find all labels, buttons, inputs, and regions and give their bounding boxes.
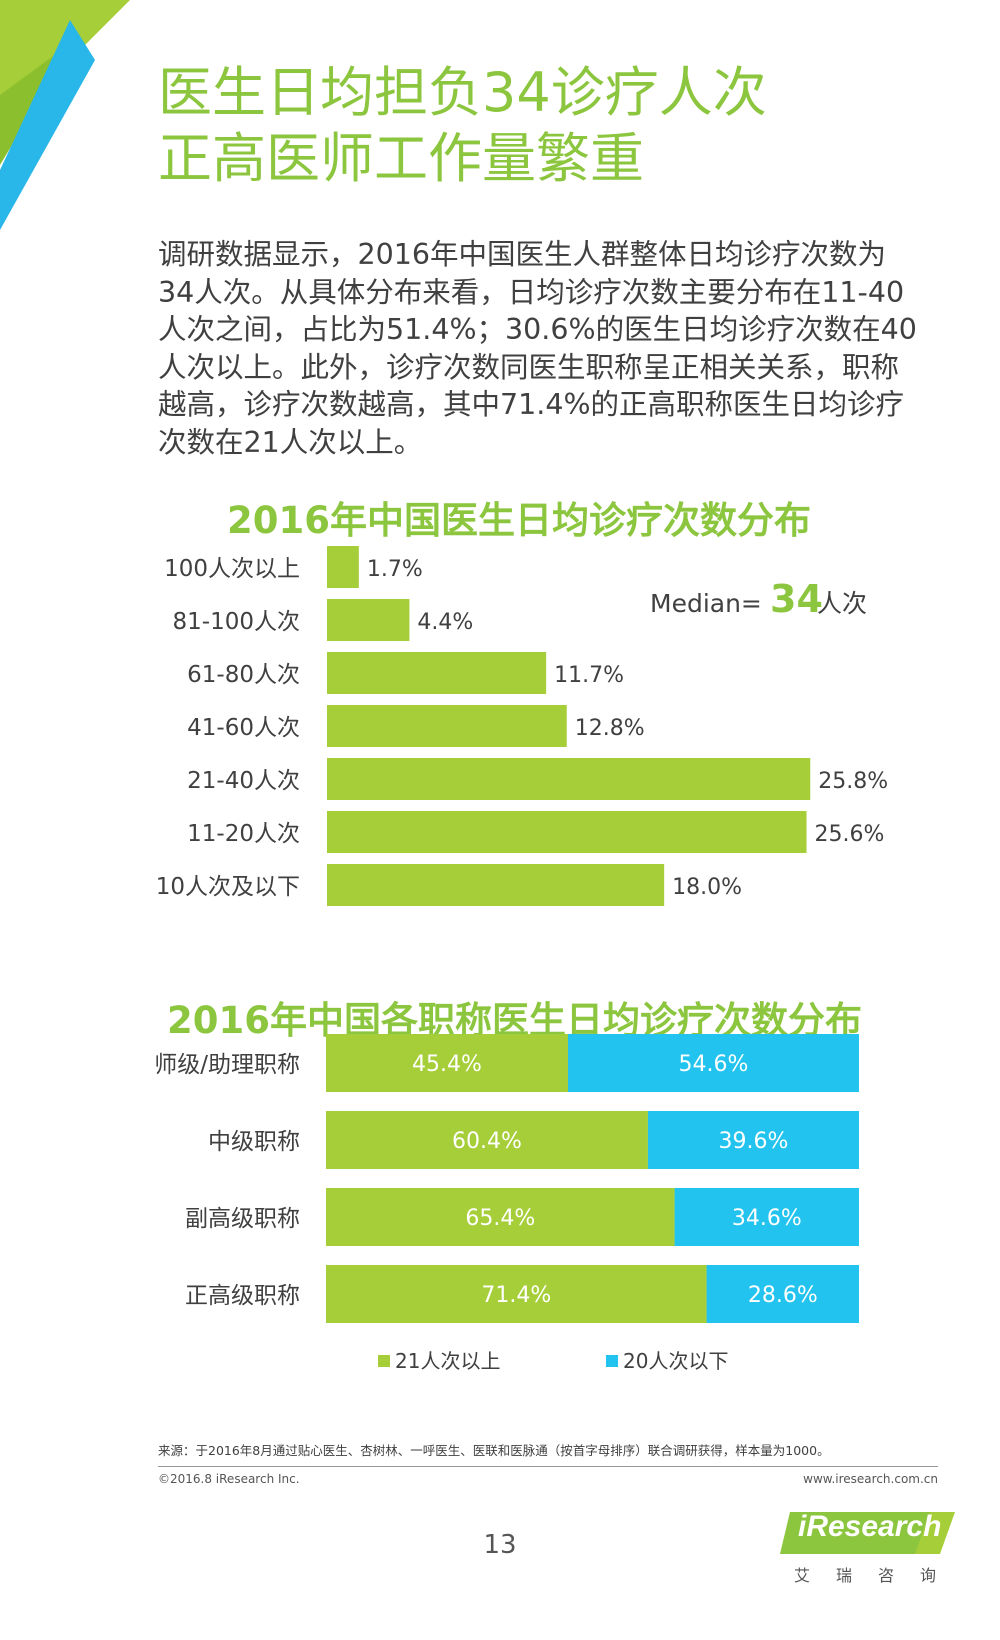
segment-value-label: 65.4%: [465, 1206, 535, 1231]
category-label: 10人次及以下: [156, 874, 300, 900]
chart1-title: 2016年中国医生日均诊疗次数分布: [227, 499, 811, 542]
category-label: 副高级职称: [185, 1206, 300, 1232]
source-note: 来源：于2016年8月通过贴心医生、杏树林、一呼医生、医联和医脉通（按首字母排序…: [158, 1443, 830, 1458]
bar-value-label: 18.0%: [672, 875, 742, 900]
category-label: 11-20人次: [187, 821, 300, 847]
segment-value-label: 54.6%: [679, 1052, 749, 1077]
website-link[interactable]: www.iresearch.com.cn: [803, 1472, 938, 1486]
bar: [327, 705, 567, 747]
bar: [327, 652, 547, 694]
segment-value-label: 34.6%: [732, 1206, 802, 1231]
category-label: 61-80人次: [187, 662, 300, 688]
intro-paragraph: 调研数据显示，2016年中国医生人群整体日均诊疗次数为34人次。从具体分布来看，…: [158, 238, 917, 459]
bar-value-label: 25.6%: [815, 822, 885, 847]
copyright: ©2016.8 iResearch Inc.: [158, 1472, 300, 1486]
bar-value-label: 12.8%: [575, 716, 645, 741]
title-stacked-bar-chart: 师级/助理职称 45.4% 54.6% 中级职称 60.4% 39.6% 副高级职称 65.4…: [154, 1034, 859, 1323]
bar: [327, 864, 665, 906]
category-label: 师级/助理职称: [154, 1052, 300, 1078]
median-suffix: 人次: [817, 589, 867, 618]
segment-20-minus: [674, 1188, 859, 1246]
logo-banner-shape: [780, 1512, 955, 1554]
category-label: 21-40人次: [187, 768, 300, 794]
legend-label: 21人次以上: [395, 1349, 500, 1373]
category-label: 41-60人次: [187, 715, 300, 741]
median-prefix: Median=: [650, 589, 762, 618]
bar-value-label: 1.7%: [367, 557, 423, 582]
category-label: 正高级职称: [185, 1283, 300, 1309]
corner-decoration: [0, 0, 130, 230]
bar: [327, 758, 811, 800]
segment-value-label: 39.6%: [719, 1129, 789, 1154]
bar-value-label: 4.4%: [417, 610, 473, 635]
bar-value-label: 11.7%: [554, 663, 624, 688]
segment-value-label: 60.4%: [452, 1129, 522, 1154]
segment-21-plus: [326, 1188, 675, 1246]
bar: [327, 546, 359, 588]
iresearch-logo: iResearch 艾瑞咨询: [780, 1508, 955, 1588]
category-label: 81-100人次: [173, 609, 300, 635]
segment-20-minus: [706, 1265, 859, 1323]
page-title-line1: 医生日均担负34诊疗人次: [158, 61, 767, 124]
segment-21-plus: [326, 1034, 568, 1092]
legend-swatch: [606, 1355, 618, 1367]
page-title-line2: 正高医师工作量繁重: [158, 127, 644, 190]
segment-20-minus: [567, 1034, 859, 1092]
median-annotation: Median= 34 人次: [650, 577, 867, 621]
page-number: 13: [483, 1530, 517, 1560]
segment-21-plus: [326, 1265, 707, 1323]
page-title: 医生日均担负34诊疗人次 正高医师工作量繁重: [158, 60, 958, 192]
distribution-bar-chart: 100人次以上 1.7% 81-100人次 4.4% 61-80人次 11.7% 41-60…: [156, 546, 888, 906]
segment-value-label: 28.6%: [748, 1283, 818, 1308]
segment-21-plus: [326, 1111, 648, 1169]
category-label: 中级职称: [208, 1129, 300, 1155]
segment-value-label: 71.4%: [481, 1283, 551, 1308]
legend-swatch: [378, 1355, 390, 1367]
legend-label: 20人次以下: [623, 1349, 728, 1373]
bar: [327, 599, 410, 641]
segment-20-minus: [647, 1111, 859, 1169]
footer-divider: [158, 1466, 938, 1467]
bar: [327, 811, 807, 853]
logo-wordmark: iResearch: [798, 1510, 942, 1543]
chart2-legend: 21人次以上 20人次以下: [378, 1349, 728, 1373]
category-label: 100人次以上: [164, 556, 300, 582]
bar-value-label: 25.8%: [818, 769, 888, 794]
segment-value-label: 45.4%: [412, 1052, 482, 1077]
charts-canvas: 100人次以上 1.7% 81-100人次 4.4% 61-80人次 11.7% 41-60…: [154, 546, 888, 1373]
logo-chinese-name: 艾瑞咨询: [794, 1566, 963, 1585]
median-value: 34: [770, 577, 823, 621]
